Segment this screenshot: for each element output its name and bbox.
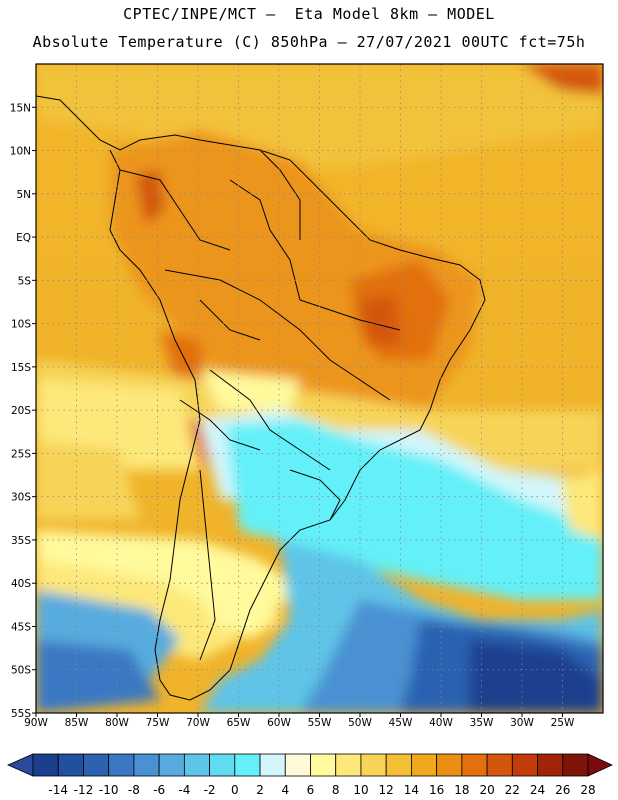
colorbar-label: 6 — [307, 783, 315, 797]
colorbar-swatch — [108, 753, 135, 777]
colorbar-label: 26 — [555, 783, 570, 797]
lon-tick-label: 70W — [186, 717, 210, 729]
lat-tick-label: EQ — [16, 232, 31, 244]
chart-title-line2: Absolute Temperature (C) 850hPa — 27/07/… — [32, 33, 586, 51]
lon-tick-label: 55W — [308, 717, 332, 729]
lat-tick-label: 55S — [11, 708, 31, 720]
colorbar-label: -14 — [48, 783, 68, 797]
lon-tick-label: 80W — [105, 717, 129, 729]
colorbar-swatch — [209, 753, 236, 777]
colorbar-label: 2 — [256, 783, 264, 797]
lat-tick-label: 50S — [11, 665, 31, 677]
longitude-ticks: 90W 85W 80W 75W 70W 65W 60W 55W 50W 45W 40W 35W 30W 2… — [24, 713, 575, 729]
colorbar-label: 8 — [332, 783, 340, 797]
colorbar-right-arrow — [587, 753, 613, 777]
lon-tick-label: 40W — [429, 717, 453, 729]
latitude-ticks: 15N 10N 5N EQ 5S 10S 15S 20S 25S 30S 35S 40S 45S 50S 5… — [10, 102, 36, 720]
colorbar-swatch — [411, 753, 438, 777]
colorbar-swatch — [360, 753, 387, 777]
colorbar-label: -8 — [128, 783, 140, 797]
lat-tick-label: 5S — [18, 275, 32, 287]
colorbar-label: -4 — [178, 783, 190, 797]
lon-tick-label: 75W — [146, 717, 170, 729]
colorbar-swatch — [158, 753, 185, 777]
colorbar-swatch — [133, 753, 160, 777]
colorbar-swatch — [259, 753, 286, 777]
colorbar-label: 28 — [580, 783, 595, 797]
colorbar-swatch — [436, 753, 463, 777]
colorbar-swatch — [284, 753, 311, 777]
colorbar-swatch — [562, 753, 589, 777]
lon-tick-label: 65W — [227, 717, 251, 729]
colorbar-label: 14 — [404, 783, 419, 797]
lat-tick-label: 5N — [16, 189, 31, 201]
colorbar-swatch — [511, 753, 538, 777]
lon-tick-label: 85W — [65, 717, 89, 729]
colorbar-label: -2 — [204, 783, 216, 797]
lat-tick-label: 15S — [11, 362, 31, 374]
colorbar-swatch — [461, 753, 488, 777]
lat-tick-label: 35S — [11, 535, 31, 547]
colorbar-label: -12 — [74, 783, 94, 797]
gridlines — [36, 64, 603, 713]
colorbar-label: 20 — [479, 783, 494, 797]
lat-tick-label: 40S — [11, 578, 31, 590]
colorbar-label: 18 — [454, 783, 469, 797]
lon-tick-label: 90W — [24, 717, 48, 729]
chart-title-line1: CPTEC/INPE/MCT — Eta Model 8km — MODEL — [123, 5, 495, 23]
colorbar-label: -6 — [153, 783, 165, 797]
lon-tick-label: 60W — [267, 717, 291, 729]
colorbar-left-arrow — [7, 753, 34, 777]
lon-tick-label: 30W — [510, 717, 534, 729]
colorbar-swatch — [310, 753, 337, 777]
lon-tick-label: 45W — [389, 717, 413, 729]
colorbar-swatch — [234, 753, 261, 777]
lat-tick-label: 10N — [10, 146, 31, 158]
lat-tick-label: 10S — [11, 319, 31, 331]
colorbar-swatch — [32, 753, 59, 777]
lat-tick-label: 30S — [11, 492, 31, 504]
colorbar-label: 24 — [530, 783, 545, 797]
colorbar-swatch — [83, 753, 110, 777]
lat-tick-label: 20S — [11, 405, 31, 417]
lat-tick-label: 45S — [11, 621, 31, 633]
colorbar-label: 10 — [353, 783, 368, 797]
colorbar-label: 12 — [379, 783, 394, 797]
colorbar-label: 16 — [429, 783, 444, 797]
coastlines — [36, 95, 486, 701]
colorbar-swatch — [537, 753, 564, 777]
colorbar-label: 0 — [231, 783, 239, 797]
colorbar-label: 22 — [505, 783, 520, 797]
colorbar: -14 -12 -10 -8 -6 -4 -2 0 2 4 6 8 10 12 14 16 18 20 22 24 26… — [7, 753, 613, 797]
lon-tick-label: 35W — [470, 717, 494, 729]
lon-tick-label: 50W — [348, 717, 372, 729]
lon-tick-label: 25W — [551, 717, 575, 729]
colorbar-swatch — [183, 753, 210, 777]
colorbar-swatch — [486, 753, 513, 777]
colorbar-swatch — [57, 753, 84, 777]
lat-tick-label: 25S — [11, 448, 31, 460]
lat-tick-label: 15N — [10, 102, 31, 114]
colorbar-swatch — [335, 753, 362, 777]
temperature-field — [36, 64, 603, 713]
colorbar-label: 4 — [281, 783, 289, 797]
colorbar-label: -10 — [99, 783, 119, 797]
colorbar-swatch — [385, 753, 412, 777]
